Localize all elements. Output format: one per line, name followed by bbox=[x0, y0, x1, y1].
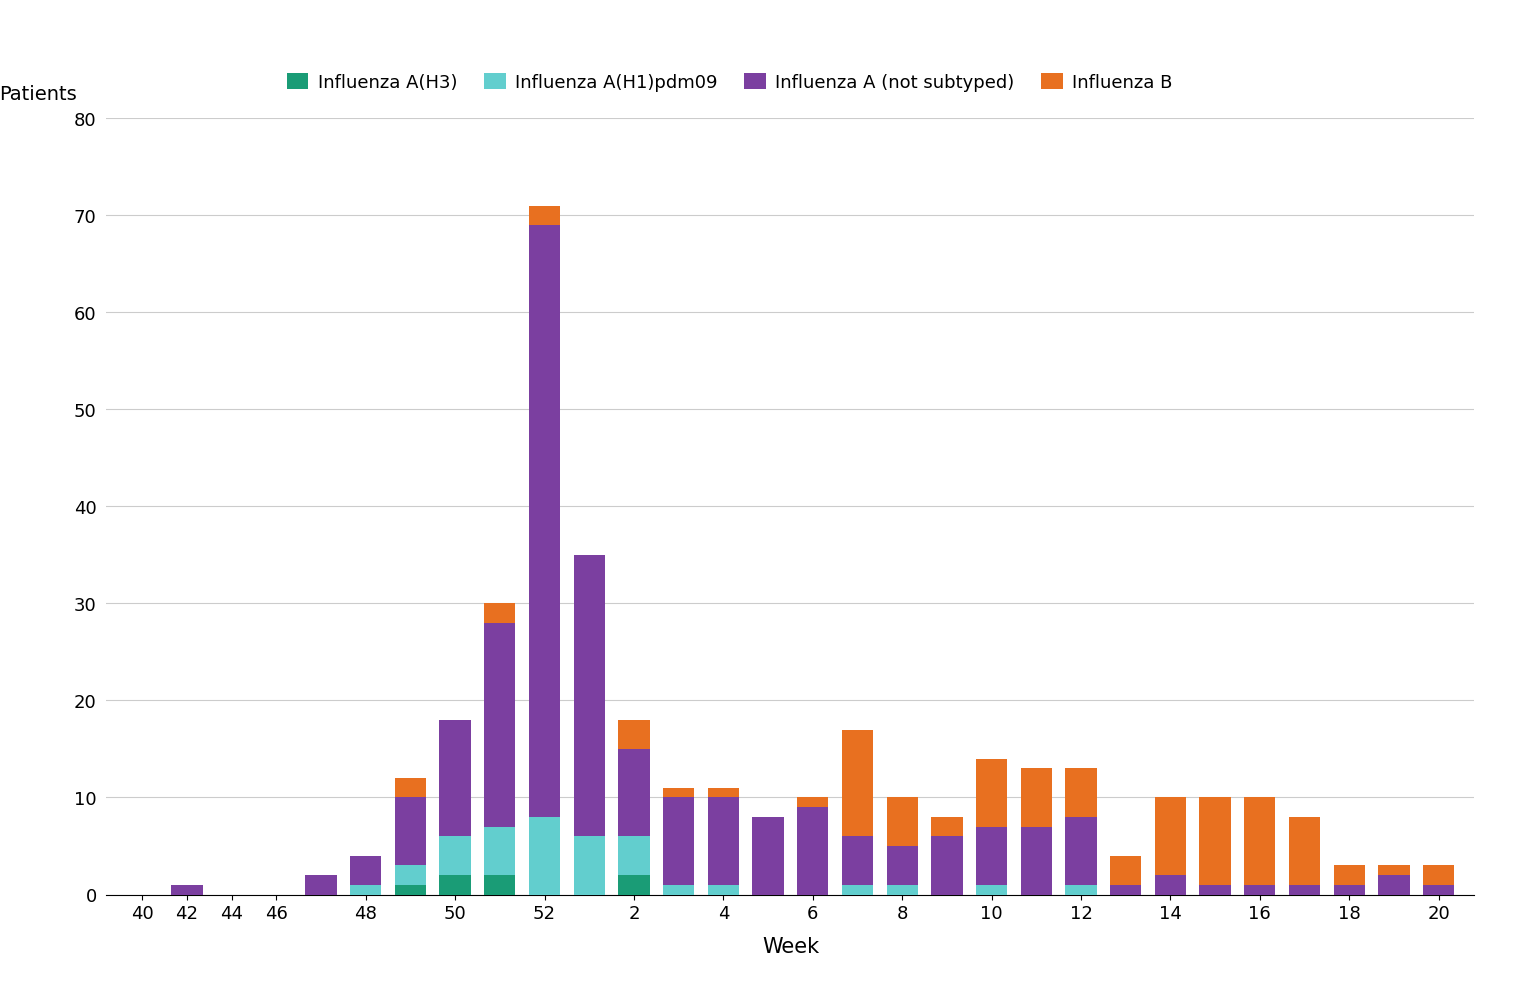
Bar bbox=[708, 885, 739, 895]
Bar bbox=[1066, 885, 1096, 895]
Bar bbox=[395, 885, 426, 895]
Bar bbox=[932, 817, 962, 837]
Bar bbox=[708, 788, 739, 797]
Bar bbox=[350, 885, 382, 895]
Bar bbox=[1423, 885, 1455, 895]
Bar bbox=[1155, 876, 1186, 895]
Bar bbox=[1379, 866, 1409, 876]
Bar bbox=[439, 876, 471, 895]
Bar bbox=[439, 720, 471, 837]
Legend: Influenza A(H3), Influenza A(H1)pdm09, Influenza A (not subtyped), Influenza B: Influenza A(H3), Influenza A(H1)pdm09, I… bbox=[280, 67, 1180, 99]
Bar bbox=[1066, 768, 1096, 817]
Bar bbox=[1020, 768, 1052, 827]
Bar bbox=[1245, 885, 1275, 895]
X-axis label: Week: Week bbox=[762, 936, 819, 956]
Bar bbox=[1289, 885, 1321, 895]
Bar bbox=[1066, 817, 1096, 885]
Bar bbox=[886, 885, 918, 895]
Bar bbox=[976, 827, 1008, 885]
Bar bbox=[842, 885, 872, 895]
Bar bbox=[1020, 827, 1052, 895]
Bar bbox=[1110, 885, 1142, 895]
Bar bbox=[842, 730, 872, 837]
Bar bbox=[619, 749, 649, 837]
Bar bbox=[1423, 866, 1455, 885]
Bar bbox=[663, 885, 695, 895]
Bar bbox=[619, 720, 649, 749]
Bar bbox=[529, 817, 561, 895]
Bar bbox=[529, 207, 561, 226]
Bar bbox=[1333, 885, 1365, 895]
Bar bbox=[573, 837, 605, 895]
Bar bbox=[350, 856, 382, 885]
Bar bbox=[842, 837, 872, 885]
Bar bbox=[395, 797, 426, 866]
Bar bbox=[439, 837, 471, 876]
Bar bbox=[1289, 817, 1321, 885]
Bar bbox=[1333, 866, 1365, 885]
Bar bbox=[976, 759, 1008, 827]
Bar bbox=[395, 778, 426, 797]
Bar bbox=[485, 603, 515, 623]
Bar bbox=[932, 837, 962, 895]
Bar bbox=[1199, 797, 1231, 885]
Bar bbox=[752, 817, 784, 895]
Bar bbox=[708, 797, 739, 885]
Bar bbox=[1155, 797, 1186, 876]
Bar bbox=[619, 837, 649, 876]
Bar bbox=[796, 797, 828, 807]
Bar bbox=[529, 226, 561, 817]
Bar bbox=[573, 556, 605, 837]
Bar bbox=[1245, 797, 1275, 885]
Bar bbox=[485, 623, 515, 827]
Bar bbox=[172, 885, 202, 895]
Bar bbox=[485, 876, 515, 895]
Bar bbox=[395, 866, 426, 885]
Bar bbox=[1199, 885, 1231, 895]
Bar bbox=[1110, 856, 1142, 885]
Bar bbox=[976, 885, 1008, 895]
Bar bbox=[663, 797, 695, 885]
Bar bbox=[1379, 876, 1409, 895]
Bar bbox=[886, 797, 918, 846]
Bar bbox=[886, 846, 918, 885]
Bar bbox=[663, 788, 695, 797]
Y-axis label: Patients: Patients bbox=[0, 84, 78, 103]
Bar bbox=[306, 876, 336, 895]
Bar bbox=[619, 876, 649, 895]
Bar bbox=[796, 807, 828, 895]
Bar bbox=[485, 827, 515, 876]
